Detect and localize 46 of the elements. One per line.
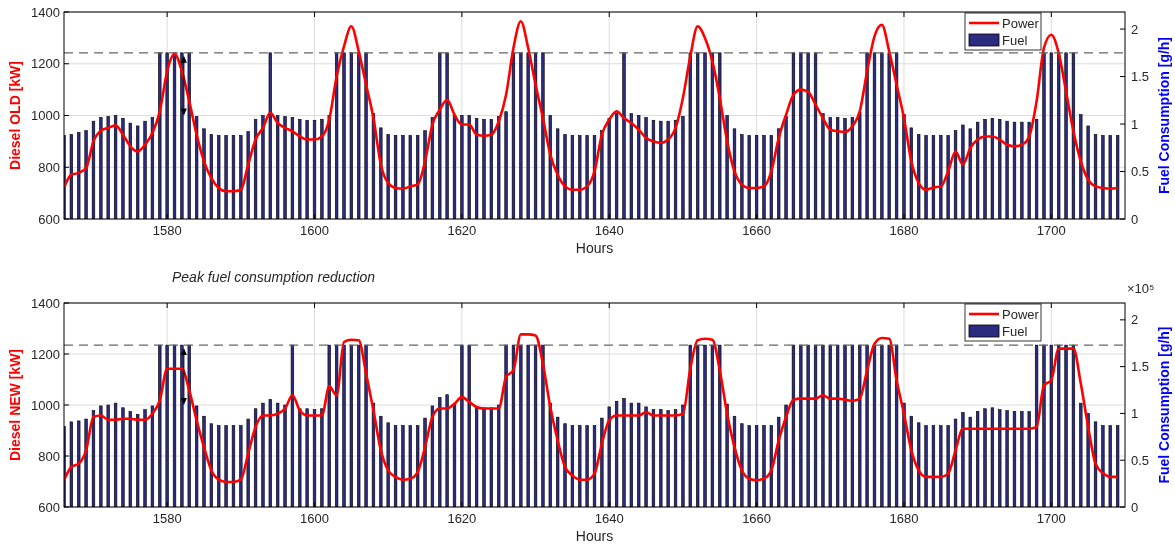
legend-label: Fuel [1002, 32, 1028, 48]
y2-tick-label: 2 [1131, 21, 1139, 37]
y-tick-label: 1200 [31, 56, 60, 72]
y-axis-title: Diesel NEW [kW] [7, 348, 23, 462]
y2-tick-label: 0.5 [1131, 452, 1150, 468]
legend-label: Power [1002, 15, 1040, 31]
x-tick-label: 1700 [1036, 223, 1066, 238]
y-axis-title: Diesel OLD [kW] [7, 61, 23, 170]
x-tick-label: 1660 [742, 223, 772, 238]
y-tick-label: 800 [38, 448, 60, 464]
y2-tick-label: 0 [1131, 211, 1139, 227]
x-tick-label: 1600 [300, 511, 329, 526]
y2-tick-label: 1.5 [1131, 359, 1150, 375]
x-tick-label: 1680 [889, 223, 919, 238]
y2-tick-label: 1 [1131, 116, 1139, 132]
y2-tick-label: 0.5 [1131, 164, 1150, 180]
y-tick-label: 1000 [31, 397, 60, 413]
x-tick-label: 1580 [152, 223, 182, 238]
x-tick-label: 1700 [1036, 511, 1066, 526]
x-tick-label: 1620 [447, 223, 477, 238]
y-tick-label: 1400 [31, 295, 60, 311]
x-tick-label: 1640 [594, 511, 624, 526]
x-tick-label: 1680 [889, 511, 919, 526]
y2-tick-label: 1.5 [1131, 69, 1150, 85]
x-tick-label: 1640 [594, 223, 624, 238]
y2-axis-title: Fuel Consumption [g/h] [1156, 326, 1172, 484]
x-tick-label: 1660 [742, 511, 772, 526]
y2-tick-label: 1 [1131, 405, 1139, 421]
text: ×10⁵ [1127, 281, 1155, 296]
y2-axis-title: Fuel Consumption [g/h] [1156, 36, 1172, 195]
legend-label: Power [1002, 306, 1040, 322]
y-tick-label: 1400 [31, 4, 60, 20]
y-tick-label: 600 [38, 211, 60, 227]
y2-tick-label: 2 [1131, 312, 1139, 328]
x-axis-title: Hours [575, 528, 614, 544]
x-tick-label: 1580 [152, 511, 182, 526]
y2-tick-label: 0 [1131, 499, 1139, 515]
x-tick-label: 1620 [447, 511, 477, 526]
y-tick-label: 1000 [31, 108, 60, 123]
y-tick-label: 600 [38, 499, 60, 515]
y-tick-label: 800 [38, 159, 60, 175]
x-axis-title: Hours [575, 240, 614, 256]
legend-label: Fuel [1002, 323, 1028, 339]
y-tick-label: 1200 [31, 346, 60, 362]
x-tick-label: 1600 [300, 223, 329, 238]
chart-title: Peak fuel consumption reduction [172, 269, 376, 285]
